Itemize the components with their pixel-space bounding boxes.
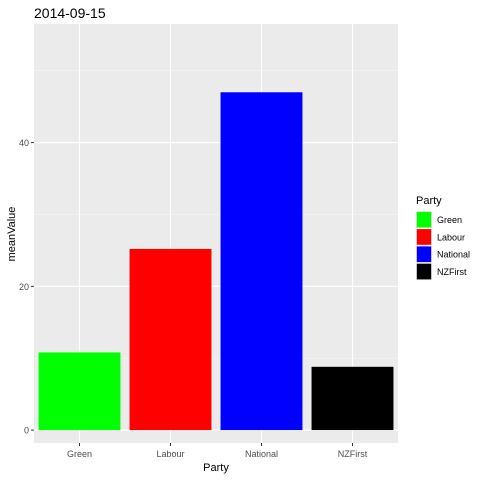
x-tick-label: Labour	[156, 449, 184, 459]
axes: 0 20 40 Green Labour National NZFirst	[19, 138, 368, 459]
legend-title: Party	[416, 195, 442, 207]
legend: Party Green Labour National NZFirst	[416, 195, 470, 281]
x-tick-label: National	[245, 449, 278, 459]
x-tick-label: NZFirst	[338, 449, 368, 459]
legend-label: National	[437, 250, 470, 260]
chart-title: 2014-09-15	[34, 5, 106, 21]
x-axis-title: Party	[203, 462, 229, 474]
legend-swatch-labour	[416, 229, 432, 245]
legend-label: NZFirst	[437, 267, 467, 277]
legend-swatch-green	[416, 211, 432, 228]
bar-nzfirst	[311, 366, 394, 431]
bar-labour	[129, 248, 212, 431]
legend-label: Labour	[437, 232, 465, 242]
legend-swatch-nzfirst	[416, 263, 432, 280]
y-axis-title: meanValue	[6, 207, 18, 262]
legend-keys: Green Labour National NZFirst	[416, 211, 470, 281]
bars	[38, 92, 394, 431]
y-tick-label: 40	[19, 138, 29, 148]
legend-swatch-national	[416, 246, 432, 263]
y-tick-label: 20	[19, 282, 29, 292]
bar-national	[220, 92, 303, 431]
bar-green	[38, 352, 121, 431]
y-tick-label: 0	[24, 426, 29, 436]
legend-label: Green	[437, 215, 462, 225]
x-tick-label: Green	[67, 449, 92, 459]
